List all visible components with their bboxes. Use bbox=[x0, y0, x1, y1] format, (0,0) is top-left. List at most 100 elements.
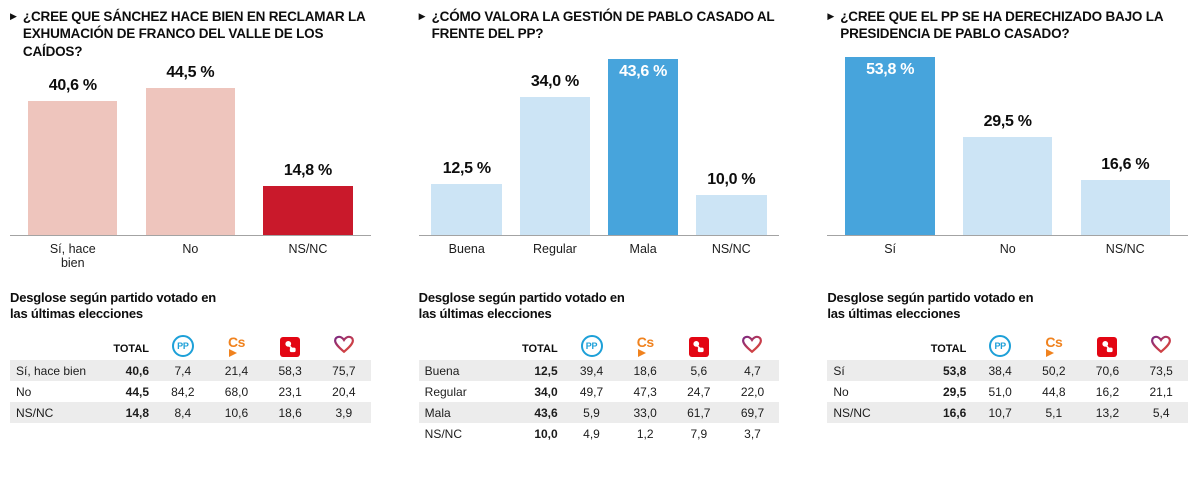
bar bbox=[28, 101, 118, 235]
party-column-header bbox=[317, 328, 371, 360]
bar-value-label: 53,8 % bbox=[866, 61, 915, 78]
party-value-cell: 21,1 bbox=[1149, 384, 1173, 399]
pp-party-logo-icon: PP bbox=[989, 334, 1012, 357]
bar-group: 53,8 % bbox=[831, 54, 949, 235]
bar-value-label: 12,5 % bbox=[442, 160, 491, 177]
bar-group: 34,0 % bbox=[511, 54, 599, 235]
panel-question: ¿CREE QUE SÁNCHEZ HACE BIEN EN RECLAMAR … bbox=[22, 9, 366, 59]
psoe-party-logo-icon bbox=[1097, 336, 1118, 357]
cs-logo-text: Cs bbox=[1045, 333, 1063, 350]
party-column-header bbox=[1081, 328, 1135, 360]
bar-group: 29,5 % bbox=[949, 54, 1067, 235]
party-column-header: PP bbox=[973, 328, 1027, 360]
party-value-cell: 24,7 bbox=[687, 384, 711, 399]
x-axis-labels: Sí No NS/NC bbox=[827, 242, 1188, 276]
psoe-party-logo-icon bbox=[688, 336, 709, 357]
row-label: Sí, hace bien bbox=[16, 363, 87, 378]
table-header: TOTAL PP Cs bbox=[419, 328, 780, 360]
party-value-cell: 10,7 bbox=[988, 405, 1012, 420]
party-value-cell: 51,0 bbox=[988, 384, 1012, 399]
party-value-cell: 70,6 bbox=[1095, 363, 1120, 378]
cs-logo-arrow-icon bbox=[229, 348, 238, 357]
party-value-cell: 5,9 bbox=[583, 405, 600, 420]
party-value-cell: 13,2 bbox=[1095, 405, 1120, 420]
table-body: Sí, hace bien 40,6 7,4 21,4 58,3 75,7 No 44,5 84… bbox=[10, 359, 371, 423]
party-column-header: Cs bbox=[1027, 328, 1081, 360]
party-value-cell: 84,2 bbox=[171, 384, 195, 399]
bullet-arrow-icon: ▶ bbox=[827, 11, 835, 21]
bar-value-label: 44,5 % bbox=[166, 64, 215, 81]
party-value-cell: 10,6 bbox=[224, 405, 249, 420]
total-value-cell: 10,0 bbox=[534, 426, 558, 441]
row-label: Buena bbox=[424, 363, 460, 378]
panel-title: ▶ ¿CREE QUE SÁNCHEZ HACE BIEN EN RECLAMAR… bbox=[10, 8, 371, 59]
row-label: NS/NC bbox=[424, 426, 463, 441]
breakdown-heading: Desglose según partido votado en las últ… bbox=[10, 290, 216, 321]
bar-value-label: 14,8 % bbox=[283, 162, 332, 179]
ciudadanos-party-logo-icon: Cs bbox=[637, 335, 654, 357]
table-header: TOTAL PP Cs bbox=[10, 328, 371, 360]
category-label: Buena bbox=[448, 242, 485, 256]
category-label: No bbox=[182, 242, 199, 256]
bar-group: 16,6 % bbox=[1066, 54, 1184, 235]
row-label: Regular bbox=[424, 384, 467, 399]
bar-value-label: 43,6 % bbox=[619, 63, 668, 80]
unidas-podemos-party-logo-icon bbox=[741, 335, 763, 354]
x-axis-labels: Buena Regular Mala NS/NC bbox=[419, 242, 780, 276]
bar bbox=[145, 88, 236, 235]
total-value-cell: 34,0 bbox=[534, 384, 558, 399]
party-value-cell: 50,2 bbox=[1042, 363, 1066, 378]
bar-chart: 53,8 % 29,5 % 16,6 % bbox=[827, 54, 1189, 236]
party-value-cell: 18,6 bbox=[278, 405, 302, 420]
total-column-header: TOTAL bbox=[113, 342, 149, 355]
ciudadanos-party-logo-icon: Cs bbox=[1045, 333, 1063, 357]
bar-group: 44,5 % bbox=[132, 54, 250, 235]
total-value-cell: 53,8 bbox=[942, 363, 967, 378]
party-value-cell: 16,2 bbox=[1095, 384, 1120, 399]
table-body: Sí 53,8 38,4 50,2 70,6 73,5 No 29,5 51,0 44,8 16,2… bbox=[827, 359, 1189, 423]
party-value-cell: 3,9 bbox=[335, 405, 353, 420]
empty-header-cell bbox=[10, 328, 104, 360]
party-value-cell: 18,6 bbox=[633, 363, 657, 378]
row-label: Sí bbox=[833, 363, 845, 378]
category-label: Sí, hace bien bbox=[49, 242, 96, 271]
party-value-cell: 8,4 bbox=[174, 405, 192, 420]
row-label: Mala bbox=[424, 405, 451, 420]
party-value-cell: 73,5 bbox=[1149, 363, 1173, 378]
breakdown-table: TOTAL PP Cs Sí, hace bien 40,6 7,4 21,4 58,3 75,… bbox=[10, 328, 371, 423]
table-row: NS/NC 16,6 10,7 5,1 13,2 5,4 bbox=[827, 401, 1189, 423]
table-row: NS/NC 14,8 8,4 10,6 18,6 3,9 bbox=[10, 401, 371, 423]
bar-value-label: 10,0 % bbox=[707, 171, 756, 188]
party-value-cell: 58,3 bbox=[278, 363, 302, 378]
bullet-arrow-icon: ▶ bbox=[10, 11, 17, 21]
party-column-header: PP bbox=[565, 328, 619, 360]
bar-group: 14,8 % bbox=[249, 54, 367, 235]
table-row: Mala 43,6 5,9 33,0 61,7 69,7 bbox=[418, 401, 780, 423]
breakdown-table: TOTAL PP Cs Buena 12,5 39,4 18,6 5,6 4,7 Regular 3… bbox=[418, 328, 780, 444]
cs-logo-arrow-icon bbox=[637, 348, 646, 357]
table-row: Sí, hace bien 40,6 7,4 21,4 58,3 75,7 bbox=[10, 359, 371, 381]
table-header-row: TOTAL PP Cs bbox=[10, 328, 371, 360]
poll-panel-1: ▶ ¿CREE QUE SÁNCHEZ HACE BIEN EN RECLAMAR… bbox=[10, 8, 371, 494]
x-axis-labels: Sí, hace bien No NS/NC bbox=[10, 242, 371, 276]
total-column-header: TOTAL bbox=[930, 342, 967, 355]
party-value-cell: 38,4 bbox=[988, 363, 1012, 378]
table-header-row: TOTAL PP Cs bbox=[827, 328, 1188, 360]
bar bbox=[1080, 180, 1170, 235]
party-value-cell: 39,4 bbox=[579, 363, 604, 378]
party-column-header bbox=[1134, 328, 1188, 360]
party-value-cell: 68,0 bbox=[224, 384, 249, 399]
bar-chart: 40,6 % 44,5 % 14,8 % bbox=[10, 54, 371, 236]
empty-header-cell bbox=[827, 328, 921, 360]
party-value-cell: 44,8 bbox=[1042, 384, 1066, 399]
total-value-cell: 44,5 bbox=[125, 384, 149, 399]
bar-value-label: 16,6 % bbox=[1101, 156, 1150, 173]
breakdown-heading: Desglose según partido votado en las últ… bbox=[418, 290, 625, 321]
bar: 53,8 % bbox=[845, 57, 935, 235]
total-column-header: TOTAL bbox=[522, 342, 558, 355]
unidas-podemos-party-logo-icon bbox=[1150, 335, 1172, 354]
cs-logo-text: Cs bbox=[636, 333, 654, 350]
row-label: No bbox=[16, 384, 32, 399]
category-label: No bbox=[999, 242, 1016, 256]
